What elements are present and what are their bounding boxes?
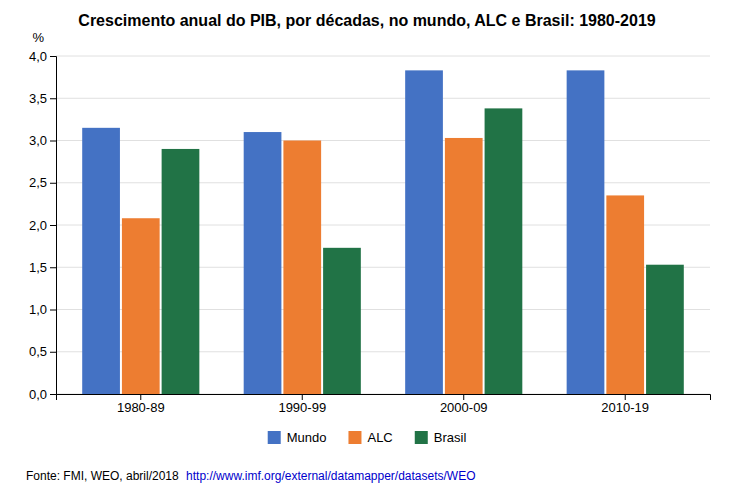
y-tick: 3,5	[29, 91, 56, 106]
x-tick: 2000-09	[440, 394, 488, 415]
y-tick-mark	[50, 394, 56, 395]
grid-line	[56, 140, 710, 141]
y-tick-mark	[50, 352, 56, 353]
y-tick-label: 0,5	[29, 344, 47, 359]
bar	[283, 141, 321, 395]
series	[82, 70, 604, 394]
x-tick-label: 2010-19	[601, 400, 649, 415]
x-axis-line	[57, 395, 711, 401]
chart: Crescimento anual do PIB, por décadas, n…	[0, 0, 734, 494]
bars	[82, 70, 684, 394]
y-tick: 2,0	[29, 218, 56, 233]
y-tick-label: 3,5	[29, 91, 47, 106]
bar	[606, 195, 644, 394]
y-tick: 3,0	[29, 133, 56, 148]
y-tick-mark	[50, 183, 56, 184]
bar	[485, 108, 523, 394]
y-tick-label: 0,0	[29, 387, 47, 402]
bar	[405, 70, 443, 394]
legend-item: ALC	[348, 430, 392, 445]
legend-swatch	[268, 431, 281, 444]
legend-label: ALC	[367, 430, 392, 445]
y-tick: 0,5	[29, 344, 56, 359]
x-tick-mark	[463, 394, 464, 400]
y-tick: 2,5	[29, 175, 56, 190]
y-tick: 1,5	[29, 260, 56, 275]
y-tick-mark	[50, 225, 56, 226]
x-tick-mark	[302, 394, 303, 400]
x-tick-mark	[625, 394, 626, 400]
footer-url: http://www.imf.org/external/datamapper/d…	[186, 469, 475, 483]
x-tick-label: 1990-99	[278, 400, 326, 415]
y-tick-mark	[50, 267, 56, 268]
y-tick: 4,0	[29, 49, 56, 64]
plot: 1980-89 1990-99 2000-09 2010-19 0,0 0,5 1,0 1,5…	[29, 49, 711, 416]
grid-line	[56, 56, 710, 57]
legend-item: Brasil	[415, 430, 467, 445]
footer-source: Fonte: FMI, WEO, abril/2018	[26, 469, 182, 483]
y-tick-label: 1,5	[29, 260, 47, 275]
bar	[445, 138, 483, 394]
y-tick-label: 2,0	[29, 218, 47, 233]
y-tick-mark	[50, 310, 56, 311]
y-tick-label: 2,5	[29, 175, 47, 190]
x-tick: 1990-99	[278, 394, 326, 415]
bar	[244, 132, 282, 394]
y-tick: 1,0	[29, 302, 56, 317]
grid-line	[56, 98, 710, 99]
y-tick-label: 1,0	[29, 302, 47, 317]
y-tick: 0,0	[29, 387, 56, 402]
x-tick-label: 1980-89	[117, 400, 165, 415]
grid-line	[56, 182, 710, 183]
bar	[323, 248, 361, 394]
series	[162, 108, 684, 394]
y-axis-label: %	[32, 30, 44, 45]
x-axis: 1980-89 1990-99 2000-09 2010-19	[57, 394, 711, 415]
legend-swatch	[348, 431, 361, 444]
y-tick-mark	[50, 98, 56, 99]
x-tick-mark	[140, 394, 141, 400]
legend-swatch	[415, 431, 428, 444]
y-tick-label: 3,0	[29, 133, 47, 148]
bar	[122, 218, 160, 394]
y-tick-mark	[50, 141, 56, 142]
y-tick-label: 4,0	[29, 49, 47, 64]
bar	[162, 149, 200, 394]
legend: Mundo ALC Brasil	[268, 430, 467, 445]
bar	[646, 265, 684, 394]
x-tick: 2010-19	[601, 394, 649, 415]
title: Crescimento anual do PIB, por décadas, n…	[78, 12, 655, 29]
legend-label: Brasil	[434, 430, 467, 445]
y-axis: 0,0 0,5 1,0 1,5 2,0 2,5 3,0 3,5 4,0	[29, 49, 57, 402]
x-tick-label: 2000-09	[440, 400, 488, 415]
bar	[82, 128, 120, 394]
x-tick: 1980-89	[117, 394, 165, 415]
legend-label: Mundo	[287, 430, 327, 445]
bar	[567, 70, 605, 394]
y-tick-mark	[50, 56, 56, 57]
legend-item: Mundo	[268, 430, 327, 445]
series	[122, 138, 644, 394]
grid	[56, 56, 710, 394]
y-axis-line	[50, 57, 57, 395]
